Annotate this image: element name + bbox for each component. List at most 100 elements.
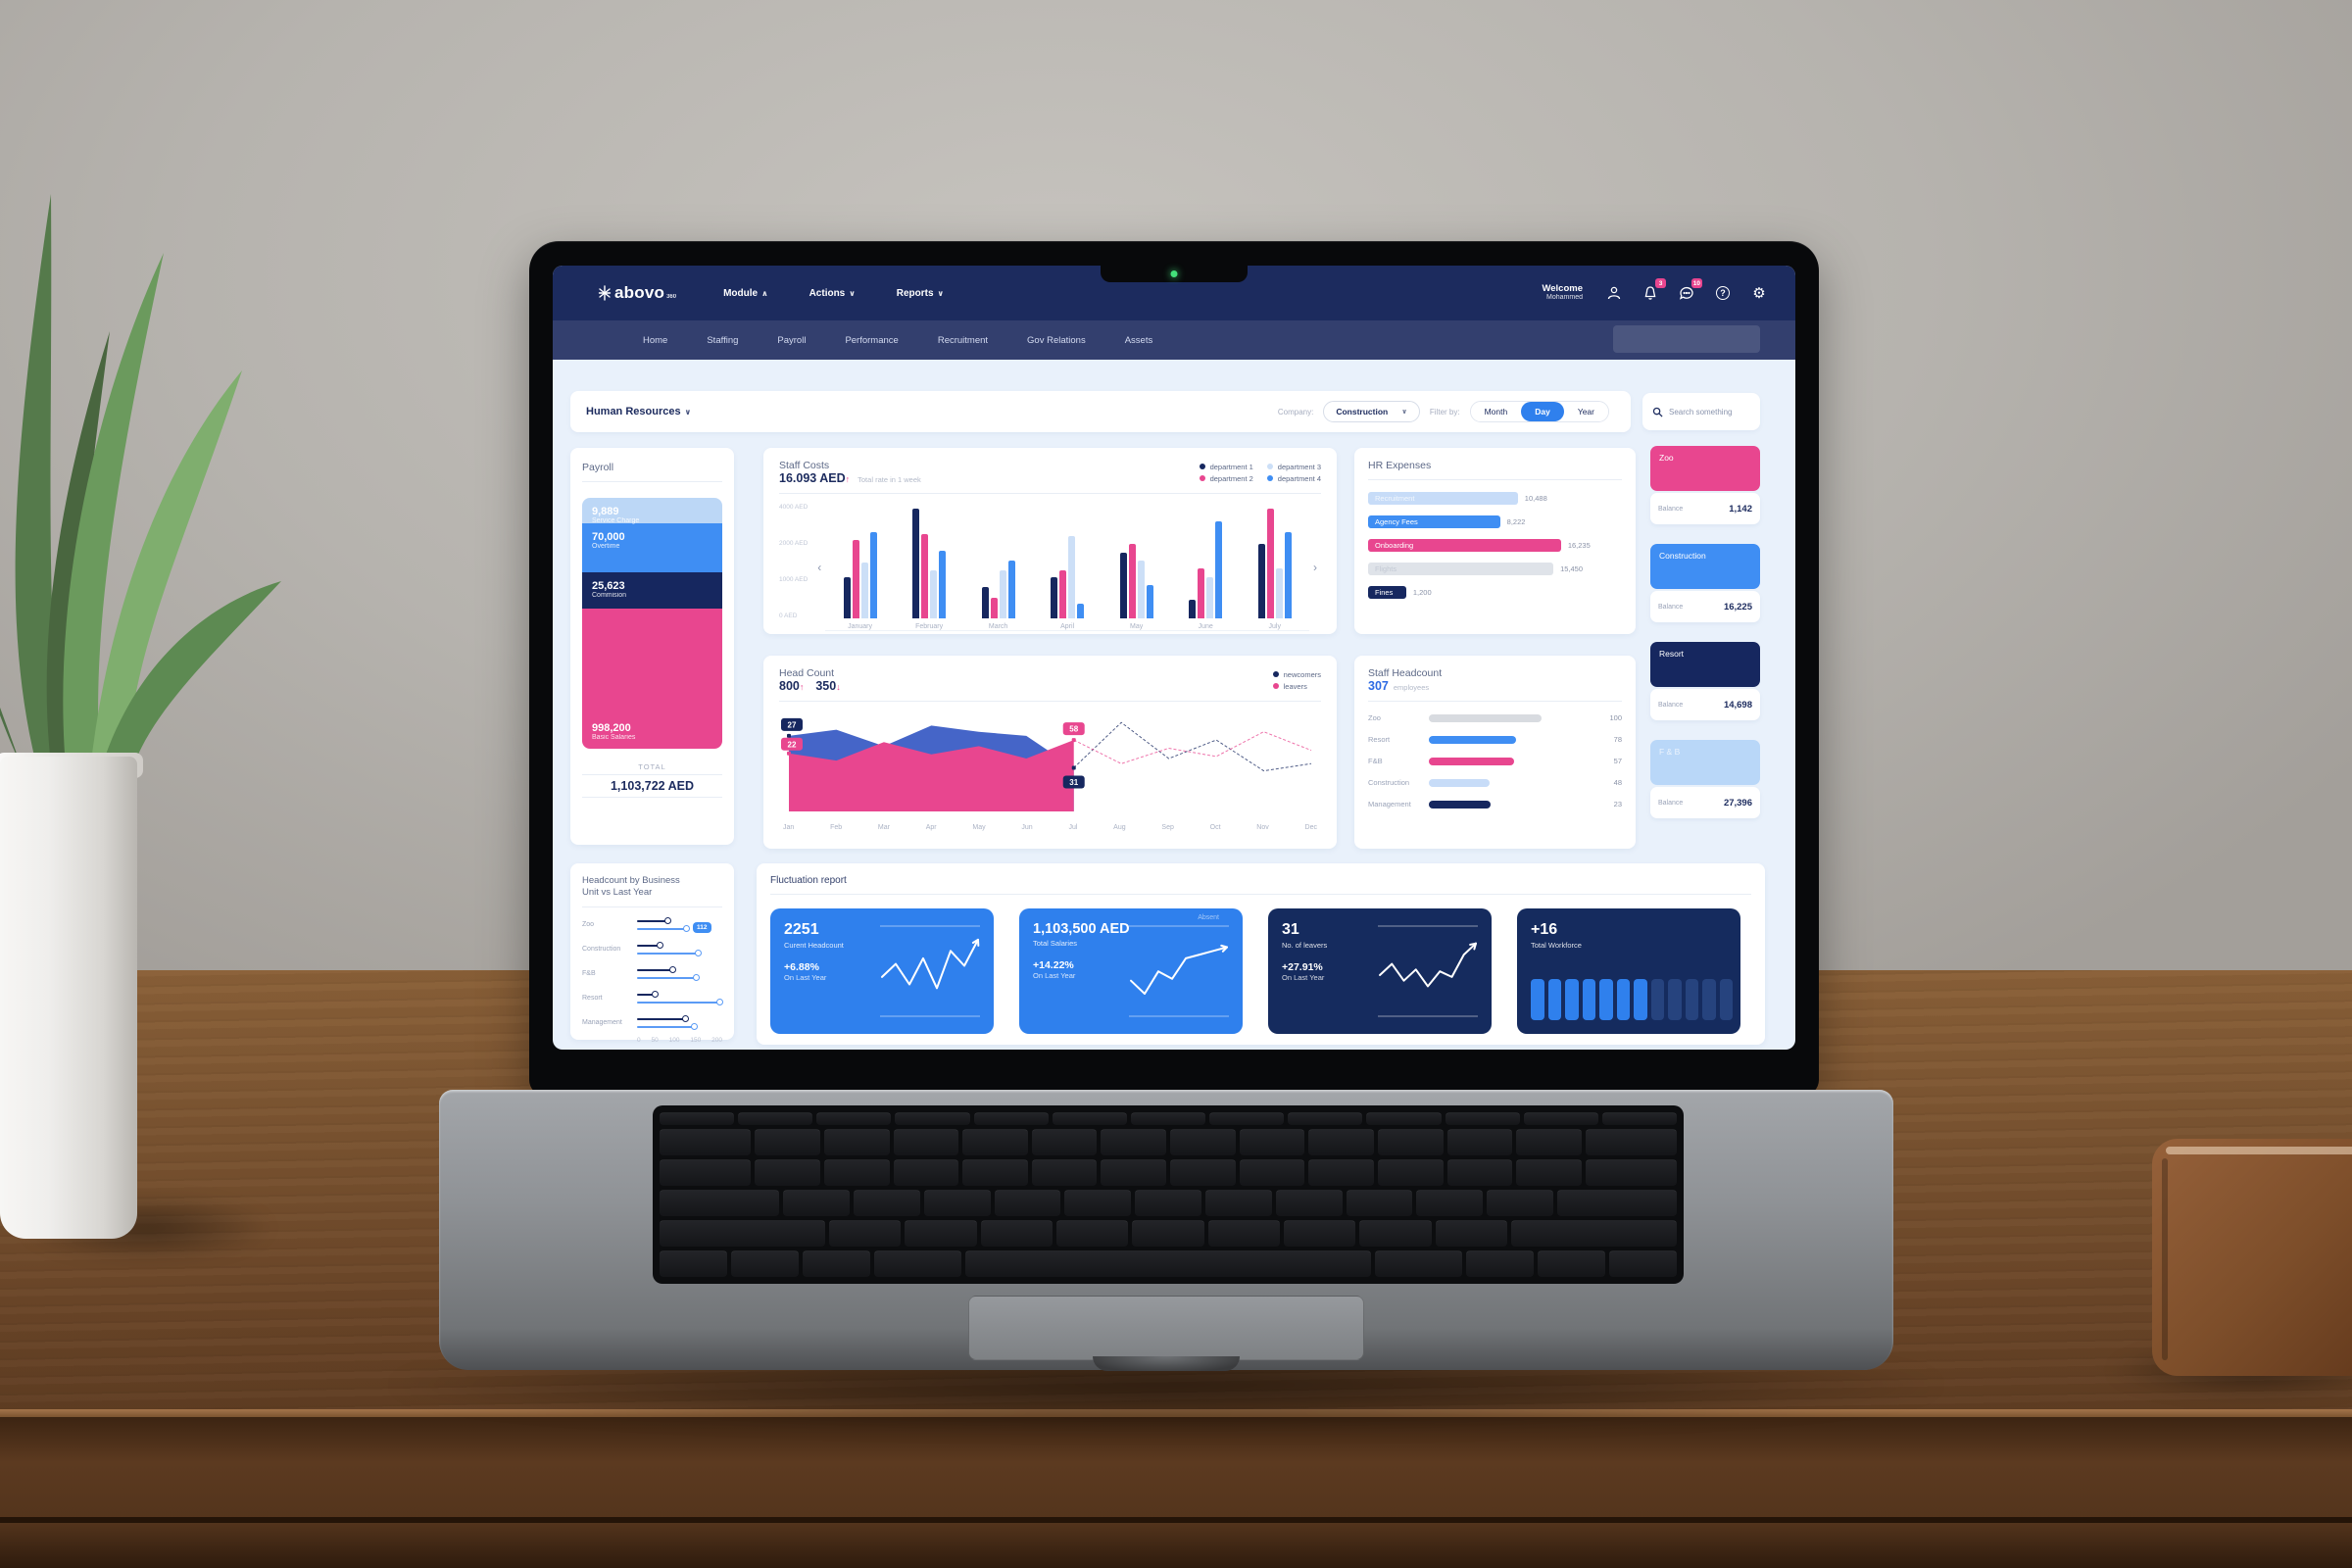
search-input[interactable]: [1669, 407, 1750, 416]
keyboard-key: [1445, 1112, 1520, 1125]
tab-payroll[interactable]: Payroll: [777, 334, 807, 346]
svg-text:31: 31: [1069, 778, 1078, 787]
cost-bar: [860, 563, 868, 618]
tab-assets[interactable]: Assets: [1124, 334, 1153, 346]
help-icon[interactable]: ?: [1714, 284, 1732, 302]
keyboard-key: [965, 1250, 1371, 1277]
stat-card-current-headcount[interactable]: 2251 Curent Headcount +6.88% On Last Yea…: [770, 908, 994, 1034]
keyboard-key: [660, 1129, 752, 1155]
legend-department-1: department 1: [1199, 463, 1253, 471]
keyboard-key: [873, 1250, 962, 1277]
month-group: May: [1119, 503, 1153, 630]
cost-bar: [1257, 544, 1265, 618]
balance-card-fnb[interactable]: F & B Balance 27,396: [1650, 740, 1760, 818]
keyboard-key: [1209, 1112, 1285, 1125]
head-count-legend: newcomers leavers: [1272, 670, 1321, 691]
stat-card-total-salaries[interactable]: Absent 1,103,500 AED Total Salaries +14.…: [1019, 908, 1243, 1034]
tab-gov-relations[interactable]: Gov Relations: [1027, 334, 1086, 346]
tab-home[interactable]: Home: [643, 334, 668, 346]
sparkline-chart: [1129, 925, 1229, 1017]
balance-card-zoo[interactable]: Zoo Balance 1,142: [1650, 446, 1760, 524]
month-label: Sep: [1161, 824, 1174, 831]
cost-bar: [912, 509, 920, 618]
bu-badge: 112: [693, 921, 711, 933]
expense-bar: Flights: [1368, 563, 1554, 575]
cost-bar: [981, 587, 989, 618]
head-count-title: Head Count: [779, 667, 835, 679]
tab-staffing[interactable]: Staffing: [707, 334, 739, 346]
keyboard-key: [755, 1159, 820, 1186]
cost-bar: [1189, 600, 1197, 618]
keyboard-key: [1366, 1112, 1442, 1125]
filter-month-button[interactable]: Month: [1470, 402, 1522, 421]
workforce-bar: [1702, 979, 1716, 1020]
chart-prev-arrow[interactable]: ‹: [817, 561, 822, 574]
keyboard-key: [994, 1190, 1061, 1216]
balance-card-resort[interactable]: Resort Balance 14,698: [1650, 642, 1760, 720]
tab-recruitment[interactable]: Recruitment: [937, 334, 989, 346]
legend-dot: [1272, 671, 1279, 677]
cost-bar: [1068, 536, 1076, 618]
up-arrow-icon: ↑: [799, 682, 805, 692]
stat-card-leavers[interactable]: 31 No. of leavers +27.91% On Last Year: [1268, 908, 1492, 1034]
month-label: Oct: [1209, 824, 1221, 831]
headcount-bar: [1429, 800, 1492, 808]
user-icon[interactable]: [1605, 284, 1623, 302]
headcount-row-management: Management 23: [1368, 800, 1622, 808]
keyboard-key: [980, 1220, 1053, 1247]
keyboard-key: [1207, 1220, 1281, 1247]
logo-suffix: 360: [666, 294, 677, 300]
sparkline-chart: [880, 925, 980, 1017]
balance-card-construction[interactable]: Construction Balance 16,225: [1650, 544, 1760, 622]
section-dropdown[interactable]: Human Resources ∨: [586, 406, 692, 417]
legend-department-3: department 3: [1266, 463, 1321, 471]
app-logo[interactable]: abovo 360: [598, 283, 676, 303]
headcount-row-fnb: F&B 57: [1368, 757, 1622, 765]
keyboard-key: [1359, 1220, 1432, 1247]
bu-row-fnb: F&B: [582, 966, 722, 982]
cost-bar: [930, 570, 938, 618]
legend-dot: [1272, 683, 1279, 689]
headcount-row-resort: Resort 78: [1368, 735, 1622, 744]
settings-gear-icon[interactable]: ⚙: [1752, 284, 1766, 302]
workforce-bar: [1547, 979, 1561, 1020]
keyboard-key: [1275, 1190, 1343, 1216]
keyboard-key: [1523, 1112, 1598, 1125]
filter-day-button[interactable]: Day: [1521, 402, 1564, 421]
messages-icon[interactable]: 10: [1678, 278, 1702, 302]
notifications-bell-icon[interactable]: 3: [1642, 278, 1666, 302]
month-group: June: [1189, 503, 1223, 630]
chart-next-arrow[interactable]: ›: [1313, 561, 1317, 574]
expense-row-agency-fees: Agency Fees 8,222: [1368, 515, 1622, 528]
company-select[interactable]: Construction ∨: [1323, 401, 1420, 422]
headcount-bar: [1429, 735, 1516, 744]
welcome-text: Welcome Mohammed: [1542, 282, 1583, 302]
filter-year-button[interactable]: Year: [1563, 402, 1608, 421]
svg-text:27: 27: [788, 720, 797, 729]
staff-headcount-title: Staff Headcount: [1368, 667, 1443, 679]
down-arrow-icon: ↓: [836, 682, 841, 692]
tab-performance[interactable]: Performance: [845, 334, 899, 346]
keyboard-key: [660, 1220, 825, 1247]
keyboard-key: [893, 1159, 959, 1186]
keyboard-key: [1284, 1220, 1356, 1247]
keyboard-key: [755, 1129, 820, 1155]
staff-costs-legend: department 1 department 3 department 2 d…: [1199, 463, 1321, 483]
head-count-header: Head Count 800↑ 350↓: [779, 667, 841, 693]
workforce-bar: [1650, 979, 1664, 1020]
cost-bar: [1206, 577, 1214, 618]
menu-reports[interactable]: Reports ∨: [896, 287, 945, 299]
workforce-bar: [1565, 979, 1579, 1020]
cost-bar: [1284, 532, 1292, 618]
menu-actions[interactable]: Actions ∨: [808, 287, 856, 299]
bu-row-resort: Resort: [582, 991, 723, 1006]
keyboard-key: [1446, 1159, 1513, 1186]
keyboard-key: [1308, 1159, 1374, 1186]
stat-card-total-workforce[interactable]: +16 Total Workforce: [1517, 908, 1740, 1034]
company-label: Company:: [1277, 407, 1314, 416]
laptop-deck: [439, 1090, 1893, 1371]
month-label: Dec: [1304, 824, 1317, 831]
logo-text: abovo: [614, 283, 665, 302]
menu-module[interactable]: Module ∧: [723, 287, 768, 299]
laptop-trackpad: [968, 1296, 1364, 1360]
